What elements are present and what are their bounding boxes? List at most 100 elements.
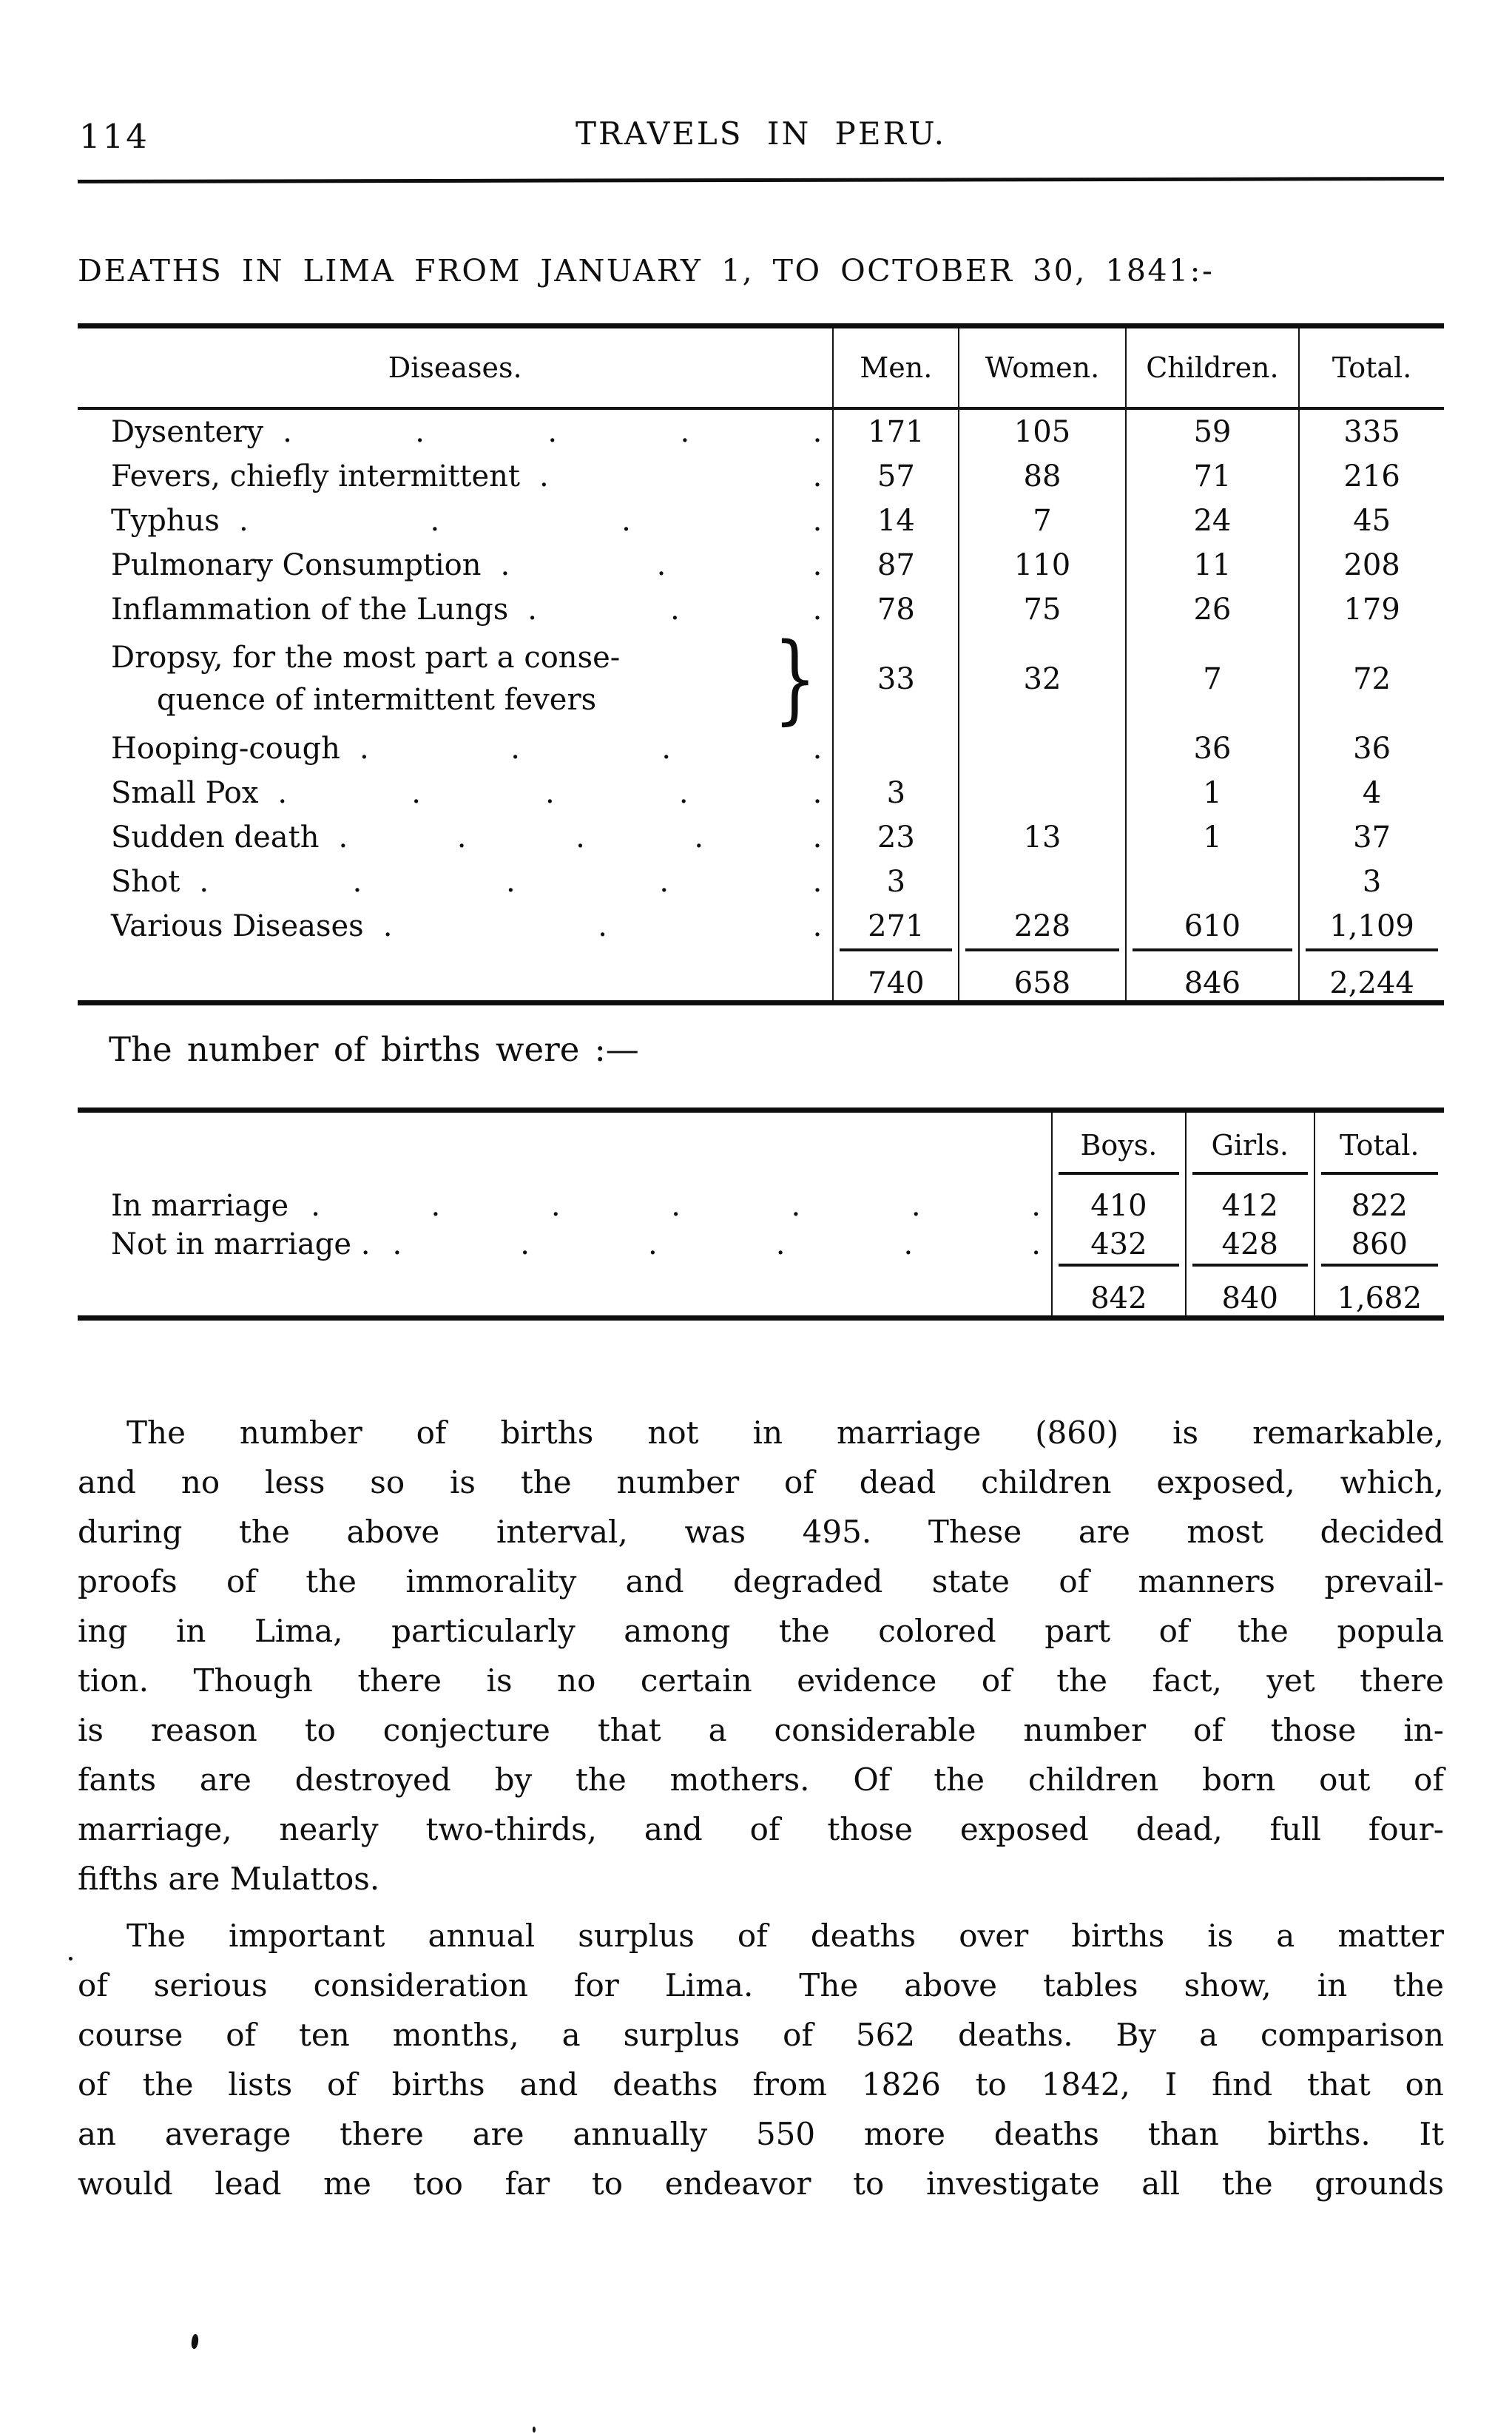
cell-men: 14 <box>832 499 959 543</box>
page-number: 114 <box>79 117 149 156</box>
disease-name-line2: quence of intermittent fevers <box>157 683 597 717</box>
disease-name-line1: Dropsy, for the most part a conse- <box>111 641 621 675</box>
table-row: Small Pox . . . . . 3 1 4 <box>78 771 1444 815</box>
sum-rule <box>840 948 953 951</box>
cell-women: 32 <box>958 632 1126 727</box>
body-paragraph: The important annual surplus of deaths o… <box>78 1911 1444 2208</box>
total-women: 658 <box>958 948 1126 1000</box>
cell-children: 1 <box>1124 815 1300 860</box>
disease-name: Fevers, chiefly intermittent <box>111 459 521 493</box>
disease-name: Hooping-cough <box>111 732 340 766</box>
cell-children: 610 <box>1124 904 1300 948</box>
cell-total: 1,109 <box>1298 904 1444 948</box>
sum-rule <box>1306 948 1438 951</box>
table-row: Pulmonary Consumption . . . 87 110 11 208 <box>78 543 1444 587</box>
cell-children: 26 <box>1124 587 1300 632</box>
column-header-total: Total. <box>1298 328 1444 410</box>
column-header-total: Total. <box>1313 1113 1444 1187</box>
cell-women <box>958 727 1126 771</box>
cell-total: 822 <box>1313 1187 1444 1225</box>
body-text: The number of births not in marriage (86… <box>78 1408 1444 2208</box>
column-header-diseases: Diseases. <box>78 328 834 410</box>
cell-boys: 432 <box>1050 1225 1186 1264</box>
cell-men: 33 <box>832 632 959 727</box>
text-line: The important annual surplus of deaths o… <box>126 1918 1444 1954</box>
header-rule <box>1058 1172 1179 1175</box>
disease-name: Inflammation of the Lungs <box>111 593 509 627</box>
cell-women <box>958 771 1126 815</box>
table-row: Various Diseases . . . 271 228 610 1,109 <box>78 904 1444 948</box>
cell-children: 59 <box>1124 408 1300 454</box>
leader-dots: . . . . <box>238 504 823 538</box>
sum-rule <box>1132 948 1293 951</box>
page-header: 114 TRAVELS IN PERU. <box>78 115 1444 157</box>
cell-women: 88 <box>958 454 1126 499</box>
table-row: Shot . . . . . 3 3 <box>78 860 1444 904</box>
deaths-table: Diseases. Men. Women. Children. Total. D… <box>78 323 1444 1005</box>
brace-glyph: } <box>773 622 817 735</box>
cell-women: 13 <box>958 815 1126 860</box>
cell-men: 57 <box>832 454 959 499</box>
table-row: Inflammation of the Lungs. . . 78 75 26 … <box>78 587 1444 632</box>
table-row-dropsy: Dropsy, for the most part a conse- quenc… <box>78 622 1444 735</box>
ink-speck <box>190 2333 200 2350</box>
text-line: proofs of the immorality and degraded st… <box>78 1563 1444 1599</box>
text-line: is reason to conjecture that a considera… <box>78 1712 1444 1748</box>
disease-name: Shot <box>111 865 180 899</box>
cell-women: 105 <box>958 408 1126 454</box>
cell-total: 860 <box>1313 1225 1444 1264</box>
cell-women: 75 <box>958 587 1126 632</box>
cell-girls: 428 <box>1184 1225 1314 1264</box>
cell-children <box>1124 860 1300 904</box>
leader-dots: . . . . . <box>338 820 823 854</box>
cell-men: 87 <box>832 543 959 587</box>
text-line: The number of births not in marriage (86… <box>126 1415 1444 1451</box>
sum-rule <box>1058 1264 1179 1267</box>
leader-dots: . . . . <box>359 732 823 766</box>
table-row: Fevers, chiefly intermittent . . 57 88 71… <box>78 454 1444 499</box>
cell-total: 36 <box>1298 727 1444 771</box>
cell-children: 24 <box>1124 499 1300 543</box>
column-header-girls: Girls. <box>1184 1113 1314 1187</box>
births-table: Boys. Girls. Total. In marriage . . . . .… <box>78 1108 1444 1321</box>
leader-dots: . . . . . . <box>392 1227 1041 1261</box>
cell-women: 110 <box>958 543 1126 587</box>
text-line: fifths are Mulattos. <box>78 1861 380 1897</box>
text-line: of the lists of births and deaths from 1… <box>78 2066 1444 2103</box>
column-header-children: Children. <box>1124 328 1300 410</box>
leader-dots: . . . <box>527 593 823 627</box>
text-line: marriage, nearly two-thirds, and of thos… <box>78 1811 1444 1847</box>
ink-speck <box>69 1957 72 1961</box>
cell-children: 36 <box>1124 727 1300 771</box>
header-rule <box>1192 1172 1308 1175</box>
cell-total: 335 <box>1298 408 1444 454</box>
disease-name: Sudden death <box>111 820 320 854</box>
total-children: 846 <box>1124 948 1300 1000</box>
table-row: Dysentery . . . . . 171 105 59 335 <box>78 408 1444 454</box>
text-line: tion. Though there is no certain evidenc… <box>78 1662 1444 1699</box>
deaths-table-header-row: Diseases. Men. Women. Children. Total. <box>78 328 1444 410</box>
cell-women <box>958 860 1126 904</box>
body-paragraph: The number of births not in marriage (86… <box>78 1408 1444 1904</box>
table-row: Typhus . . . . 14 7 24 45 <box>78 499 1444 543</box>
cell-children: 71 <box>1124 454 1300 499</box>
text-line: ing in Lima, particularly among the colo… <box>78 1613 1444 1649</box>
disease-name: Typhus <box>111 504 220 538</box>
leader-dots: . . . <box>500 548 823 582</box>
birth-category: In marriage <box>111 1189 289 1223</box>
table-row: Sudden death . . . . . 23 13 1 37 <box>78 815 1444 860</box>
text-line: and no less so is the number of dead chi… <box>78 1464 1444 1500</box>
leader-dots: . . . . . <box>277 776 823 810</box>
cell-total: 216 <box>1298 454 1444 499</box>
births-intro: The number of births were :— <box>109 1030 639 1069</box>
sum-rule <box>965 948 1119 951</box>
text-line: course of ten months, a surplus of 562 d… <box>78 2017 1444 2053</box>
table-row: Hooping-cough . . . . 36 36 <box>78 727 1444 771</box>
totals-row: 740 658 846 2,244 <box>78 948 1444 1000</box>
table-row: In marriage . . . . . . . 410 412 822 <box>78 1187 1444 1225</box>
sum-rule <box>1320 1264 1438 1267</box>
cell-girls: 412 <box>1184 1187 1314 1225</box>
leader-dots: . . . <box>382 909 823 943</box>
cell-total: 72 <box>1298 632 1444 727</box>
leader-dots: . . . . . <box>283 415 823 449</box>
